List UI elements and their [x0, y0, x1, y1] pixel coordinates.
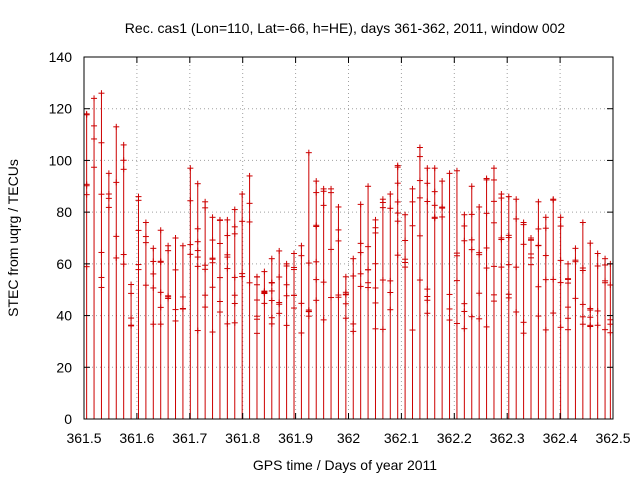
x-tick-label: 362.2: [437, 430, 472, 446]
x-tick-label: 362.4: [543, 430, 578, 446]
x-tick-label: 361.8: [225, 430, 260, 446]
y-axis-label: STEC from uqrg / TECUs: [5, 159, 21, 317]
x-axis-label: GPS time / Days of year 2011: [253, 457, 437, 473]
y-tick-label: 0: [64, 411, 72, 427]
y-tick-label: 140: [49, 49, 73, 65]
x-tick-label: 362.5: [595, 430, 630, 446]
x-tick-label: 361.7: [172, 430, 207, 446]
axis-ticks: 361.5 361.6 361.7 361.8 361.9 362 362.1 362.2 36…: [49, 49, 631, 446]
y-tick-label: 20: [56, 359, 72, 375]
y-tick-label: 60: [56, 256, 72, 272]
x-tick-label: 361.9: [278, 430, 313, 446]
chart-title: Rec. cas1 (Lon=110, Lat=-66, h=HE), days…: [125, 20, 566, 36]
x-tick-label: 362.3: [490, 430, 525, 446]
y-tick-label: 40: [56, 308, 72, 324]
x-tick-label: 362: [337, 430, 361, 446]
y-tick-label: 80: [56, 204, 72, 220]
y-tick-label: 100: [49, 152, 73, 168]
x-tick-label: 362.1: [384, 430, 419, 446]
x-tick-label: 361.5: [66, 430, 101, 446]
data-series: [83, 90, 614, 419]
y-tick-label: 120: [49, 101, 73, 117]
x-tick-label: 361.6: [119, 430, 154, 446]
